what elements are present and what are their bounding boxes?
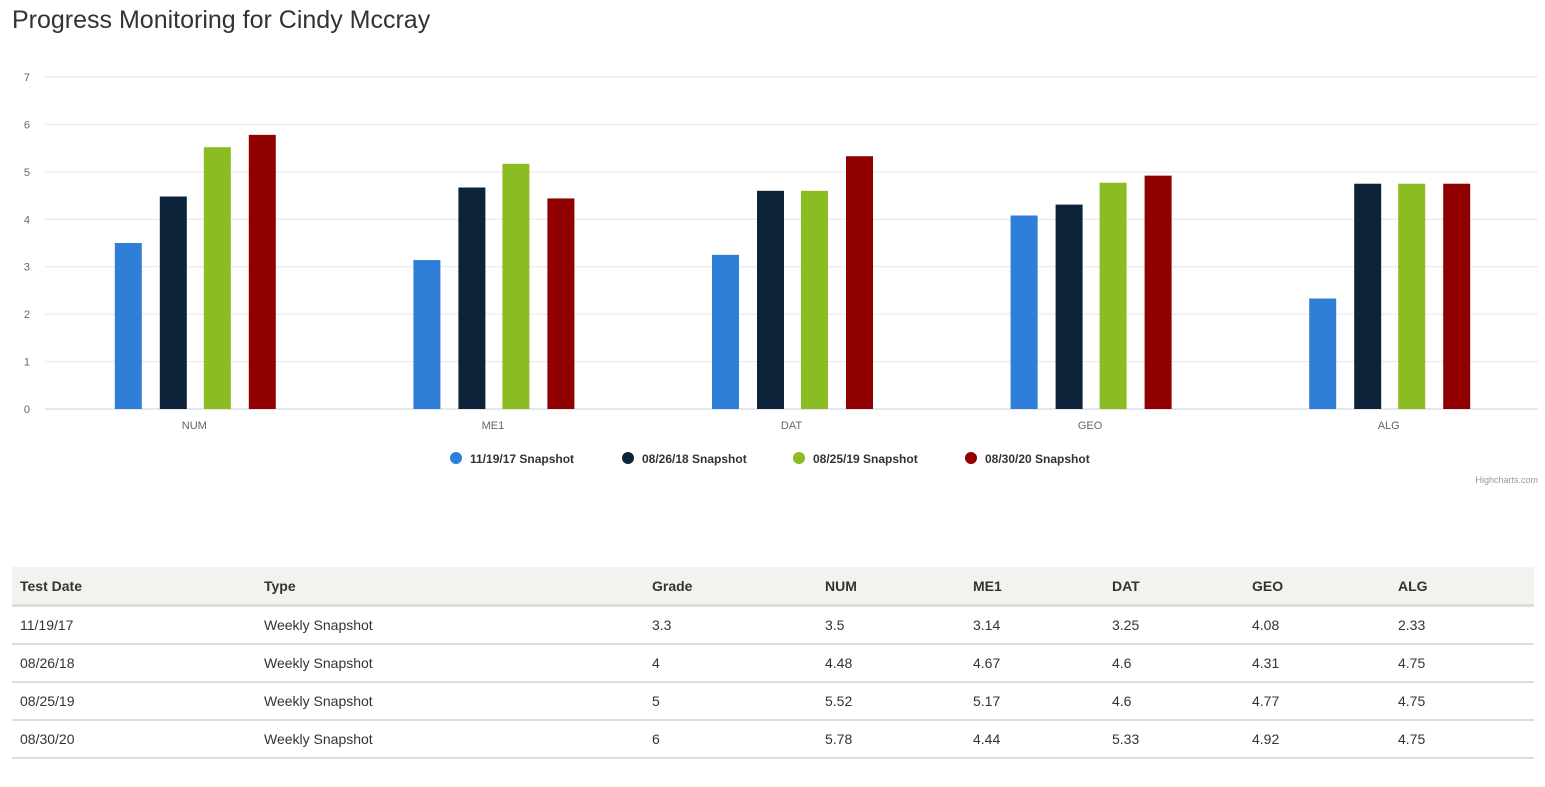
table-cell: 4.6 (1104, 644, 1244, 683)
legend-item[interactable]: 11/19/17 Snapshot (450, 452, 574, 466)
table-header-row: Test Date Type Grade NUM ME1 DAT GEO ALG (12, 567, 1534, 607)
table-cell: 4.48 (817, 644, 965, 683)
x-tick-label: ALG (1378, 420, 1400, 432)
bar[interactable] (712, 254, 739, 409)
table-cell: 3.5 (817, 605, 965, 645)
legend-label: 11/19/17 Snapshot (470, 452, 574, 466)
table-cell: 3.14 (965, 605, 1104, 645)
table-cell: 4.92 (1244, 720, 1390, 759)
bar[interactable] (1443, 183, 1471, 409)
bar[interactable] (1099, 182, 1127, 409)
table-cell: 4 (644, 644, 817, 683)
table-cell: 5.33 (1104, 720, 1244, 759)
y-tick-label: 1 (24, 357, 30, 369)
x-tick-label: DAT (781, 420, 802, 432)
table-cell: 08/26/18 (12, 644, 256, 683)
table-cell: 6 (644, 720, 817, 759)
table-cell: 4.67 (965, 644, 1104, 683)
column-header: Type (256, 567, 644, 607)
bar[interactable] (248, 134, 276, 409)
table-cell: 2.33 (1390, 605, 1534, 645)
bar[interactable] (846, 156, 873, 409)
table-cell: 11/19/17 (12, 605, 256, 645)
highcharts-credit-link[interactable]: Highcharts.com (1475, 475, 1538, 485)
table-cell: 08/30/20 (12, 720, 256, 759)
legend-marker-icon (793, 452, 805, 464)
y-tick-label: 5 (24, 167, 30, 179)
table-cell: 4.31 (1244, 644, 1390, 683)
table-cell: 4.75 (1390, 682, 1534, 721)
y-tick-label: 2 (24, 309, 30, 321)
table-row: 08/30/20 Weekly Snapshot 6 5.78 4.44 5.33 4.92… (12, 720, 1534, 759)
column-header: NUM (817, 567, 965, 607)
bar[interactable] (757, 190, 784, 409)
table-row: 08/26/18 Weekly Snapshot 4 4.48 4.67 4.6 4.31 4… (12, 644, 1534, 683)
table-row: 08/25/19 Weekly Snapshot 5 5.52 5.17 4.6 4.77 4… (12, 682, 1534, 721)
x-tick-label: ME1 (482, 420, 505, 432)
table-cell: Weekly Snapshot (256, 644, 644, 683)
x-tick-label: NUM (182, 420, 207, 432)
y-tick-label: 7 (24, 72, 30, 84)
bar[interactable] (502, 163, 530, 409)
legend-item[interactable]: 08/30/20 Snapshot (965, 452, 1090, 466)
table-cell: 5.17 (965, 682, 1104, 721)
table-cell: 08/25/19 (12, 682, 256, 721)
bar[interactable] (1055, 204, 1083, 409)
page-title: Progress Monitoring for Cindy Mccray (12, 6, 431, 34)
legend-label: 08/25/19 Snapshot (813, 452, 918, 466)
table-cell: 4.44 (965, 720, 1104, 759)
table-cell: 4.08 (1244, 605, 1390, 645)
legend-item[interactable]: 08/26/18 Snapshot (622, 452, 747, 466)
y-tick-label: 3 (24, 262, 30, 274)
y-tick-label: 0 (24, 404, 30, 416)
legend-marker-icon (450, 452, 462, 464)
bar[interactable] (458, 187, 486, 409)
bar[interactable] (1309, 298, 1337, 409)
y-tick-label: 4 (24, 214, 30, 226)
table-cell: 4.77 (1244, 682, 1390, 721)
table-row: 11/19/17 Weekly Snapshot 3.3 3.5 3.14 3.25 4.0… (12, 605, 1534, 645)
y-tick-label: 6 (24, 119, 30, 131)
legend-marker-icon (622, 452, 634, 464)
x-tick-label: GEO (1078, 420, 1103, 432)
table-cell: Weekly Snapshot (256, 682, 644, 721)
bar[interactable] (1144, 175, 1172, 409)
table-cell: Weekly Snapshot (256, 605, 644, 645)
bar[interactable] (413, 260, 441, 409)
legend-marker-icon (965, 452, 977, 464)
table-cell: Weekly Snapshot (256, 720, 644, 759)
bar[interactable] (1354, 183, 1382, 409)
legend-label: 08/26/18 Snapshot (642, 452, 747, 466)
legend-label: 08/30/20 Snapshot (985, 452, 1090, 466)
table-cell: 5 (644, 682, 817, 721)
scores-table: Test Date Type Grade NUM ME1 DAT GEO ALG 11/19/… (12, 567, 1534, 759)
bar[interactable] (547, 198, 575, 409)
bar[interactable] (114, 243, 142, 409)
bar[interactable] (159, 196, 187, 409)
table-cell: 4.6 (1104, 682, 1244, 721)
table-cell: 5.78 (817, 720, 965, 759)
legend-item[interactable]: 08/25/19 Snapshot (793, 452, 918, 466)
bar-chart: 0 1 2 3 4 5 6 7 NUM ME1 DAT GEO ALG 11/19/17 Snapshot… (24, 72, 1538, 485)
bar[interactable] (1398, 183, 1426, 409)
column-header: GEO (1244, 567, 1390, 607)
table-cell: 4.75 (1390, 720, 1534, 759)
column-header: Grade (644, 567, 817, 607)
bar[interactable] (203, 147, 231, 410)
bar[interactable] (1010, 215, 1038, 409)
column-header: DAT (1104, 567, 1244, 607)
table-cell: 3.25 (1104, 605, 1244, 645)
table-cell: 5.52 (817, 682, 965, 721)
bar[interactable] (801, 190, 828, 409)
column-header: ALG (1390, 567, 1534, 607)
column-header: ME1 (965, 567, 1104, 607)
table-cell: 4.75 (1390, 644, 1534, 683)
column-header: Test Date (12, 567, 256, 607)
table-cell: 3.3 (644, 605, 817, 645)
